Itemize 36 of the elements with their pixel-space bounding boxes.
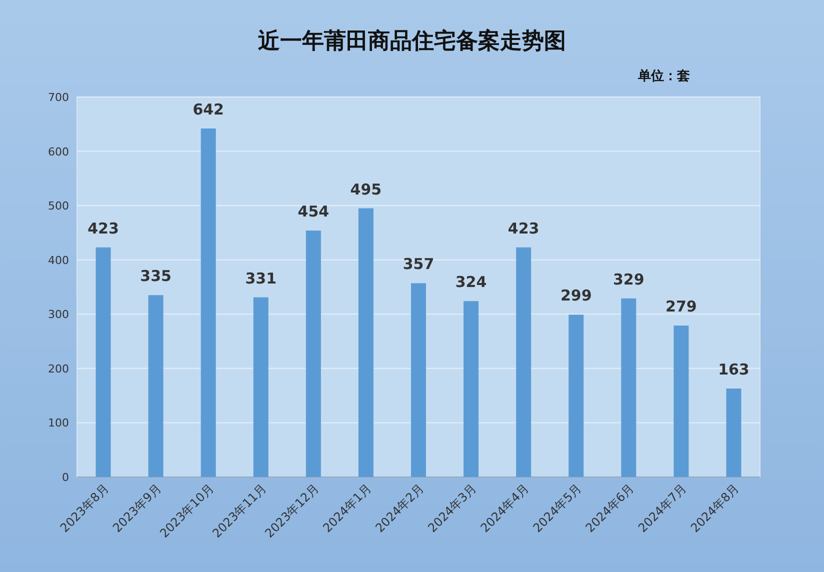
bar — [674, 326, 689, 477]
data-label: 163 — [718, 360, 750, 379]
bar — [621, 298, 636, 477]
y-tick-label: 100 — [48, 416, 69, 430]
data-label: 324 — [455, 273, 487, 292]
y-tick-label: 200 — [48, 362, 69, 376]
bar — [464, 301, 479, 477]
bar — [516, 247, 532, 477]
bar — [96, 247, 111, 477]
data-label: 642 — [192, 100, 224, 118]
y-tick-label: 400 — [48, 254, 69, 267]
data-label: 331 — [245, 269, 277, 288]
y-tick-label: 0 — [62, 471, 69, 484]
bar — [253, 297, 268, 477]
data-label: 357 — [402, 255, 434, 274]
data-label: 423 — [88, 219, 119, 238]
chart-subtitle: 单位：套 — [637, 68, 690, 84]
bar — [726, 388, 742, 477]
bar — [568, 314, 584, 477]
bar — [306, 230, 321, 477]
data-label: 454 — [298, 202, 330, 221]
data-label: 423 — [508, 219, 540, 238]
y-tick-label: 700 — [48, 91, 69, 104]
data-label: 299 — [560, 286, 592, 305]
data-label: 329 — [613, 270, 644, 288]
data-label: 495 — [350, 180, 382, 198]
chart-title: 近一年莆田商品住宅备案走势图 — [257, 28, 566, 54]
bar — [358, 208, 374, 477]
y-tick-label: 500 — [48, 200, 69, 213]
data-label: 335 — [140, 267, 172, 286]
data-label: 279 — [666, 298, 697, 316]
bar — [200, 128, 216, 477]
bar — [148, 295, 164, 477]
y-tick-label: 300 — [48, 308, 69, 322]
bar — [411, 283, 426, 477]
y-tick-label: 600 — [48, 145, 69, 158]
